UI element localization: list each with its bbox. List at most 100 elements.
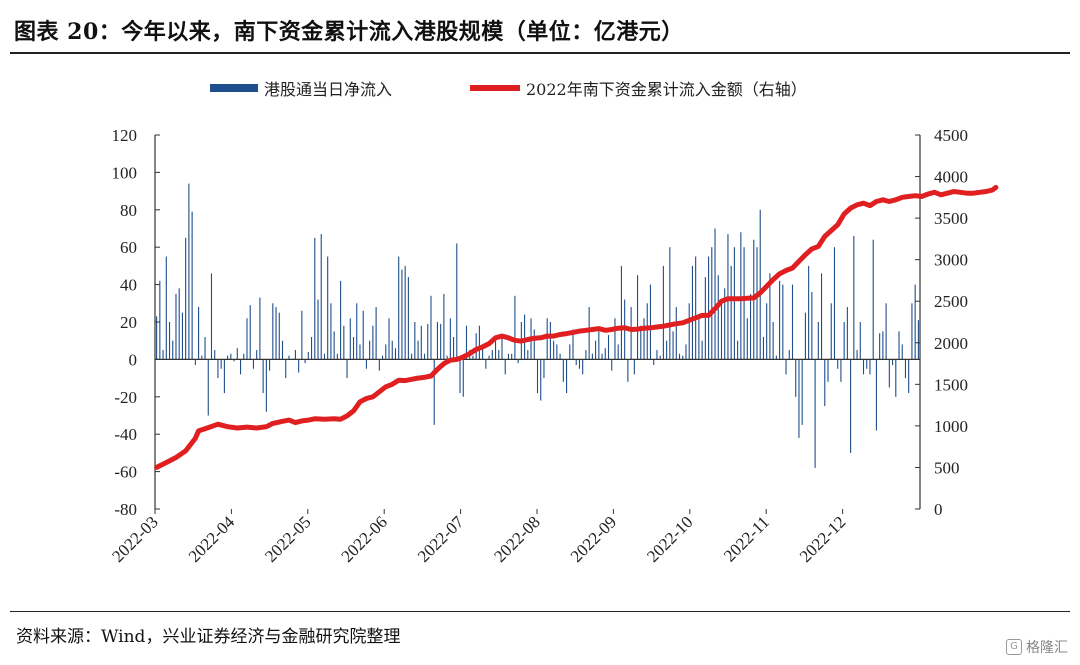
bar <box>417 340 419 360</box>
bar <box>782 284 784 360</box>
bar <box>766 303 768 360</box>
bar <box>278 312 280 360</box>
bar <box>662 265 664 360</box>
bar <box>233 359 235 362</box>
bar <box>230 353 232 360</box>
bar <box>440 323 442 360</box>
y-left-tick-label: 80 <box>120 201 137 220</box>
bar <box>691 265 693 360</box>
y-right-tick-label: 2000 <box>934 334 968 353</box>
bar <box>356 303 358 360</box>
bar <box>711 247 713 360</box>
bar <box>830 303 832 360</box>
bar <box>411 353 413 360</box>
bar <box>236 348 238 360</box>
bar <box>456 243 458 360</box>
bar <box>398 256 400 360</box>
bar <box>514 295 516 360</box>
bar <box>720 299 723 360</box>
bar <box>188 183 190 360</box>
watermark-text: 格隆汇 <box>1026 640 1068 656</box>
x-tick-label: 2022-07 <box>414 512 468 566</box>
y-left-tick-label: 60 <box>120 238 137 257</box>
bar <box>572 329 574 360</box>
bar <box>352 336 355 360</box>
bar <box>246 318 248 360</box>
bar <box>779 280 781 360</box>
bar <box>210 273 213 360</box>
bar <box>359 344 361 360</box>
bar <box>869 359 871 375</box>
bar <box>724 288 726 360</box>
bar <box>304 359 306 364</box>
bar <box>649 284 652 360</box>
bar <box>879 333 881 360</box>
bar <box>288 355 290 360</box>
bar <box>485 359 487 369</box>
bar <box>737 340 739 360</box>
source-note: 资料来源：Wind，兴业证券经济与金融研究院整理 <box>16 627 401 647</box>
watermark-icon: G <box>1006 639 1022 655</box>
bar <box>675 307 677 360</box>
bar <box>478 325 480 360</box>
bar <box>672 331 674 360</box>
bar <box>382 355 384 360</box>
bar <box>475 333 477 360</box>
bar <box>165 256 167 360</box>
bar <box>543 359 545 379</box>
bar <box>204 336 206 360</box>
bar <box>746 318 748 360</box>
chart: 港股通当日净流入 2022年南下资金累计流入金额（右轴） -80 -60 -40 -2… <box>108 80 999 566</box>
line-series-cumulative <box>154 184 999 470</box>
chart-title: 图表 20：今年以来，南下资金累计流入港股规模（单位：亿港元） <box>14 19 684 45</box>
y-left-tick-label: -20 <box>114 388 137 407</box>
x-tick-label: 2022-10 <box>643 512 697 566</box>
bar <box>617 344 619 360</box>
bar <box>749 293 752 360</box>
bar <box>640 325 642 360</box>
bar <box>556 344 558 360</box>
bar <box>604 348 606 360</box>
bar <box>536 359 539 394</box>
bar <box>566 359 568 394</box>
y-right-tick-label: 3500 <box>934 209 968 228</box>
bar <box>646 303 648 360</box>
x-tick-label: 2022-04 <box>185 512 239 566</box>
bar <box>369 340 371 360</box>
bar <box>491 350 493 360</box>
bar <box>249 305 251 360</box>
bar <box>821 273 823 360</box>
y-left-tick-label: 120 <box>112 126 138 145</box>
bar <box>227 355 229 360</box>
bar <box>850 359 852 453</box>
bar <box>898 331 900 360</box>
bar <box>449 318 451 360</box>
bar <box>701 340 703 360</box>
bar <box>562 359 564 382</box>
bar <box>540 359 542 401</box>
bar <box>911 303 913 360</box>
bar <box>349 318 351 360</box>
bar <box>162 350 164 360</box>
bar-series <box>156 183 919 468</box>
bar <box>340 280 342 360</box>
bar <box>575 359 577 366</box>
bar <box>846 307 848 360</box>
bar <box>507 353 509 360</box>
y-left-tick-label: 40 <box>120 276 137 295</box>
bar <box>892 359 894 366</box>
bar <box>378 359 380 371</box>
bar <box>840 359 842 382</box>
bar <box>808 265 810 360</box>
bar <box>394 348 397 360</box>
bar <box>843 322 845 360</box>
bar <box>259 297 261 360</box>
x-tick-label: 2022-06 <box>338 512 392 566</box>
bar <box>798 359 800 438</box>
bar <box>708 256 710 360</box>
bar <box>443 293 445 360</box>
y-right-tick-label: 2500 <box>934 292 968 311</box>
bar <box>391 340 393 360</box>
bar <box>559 353 561 360</box>
bar <box>498 350 500 360</box>
